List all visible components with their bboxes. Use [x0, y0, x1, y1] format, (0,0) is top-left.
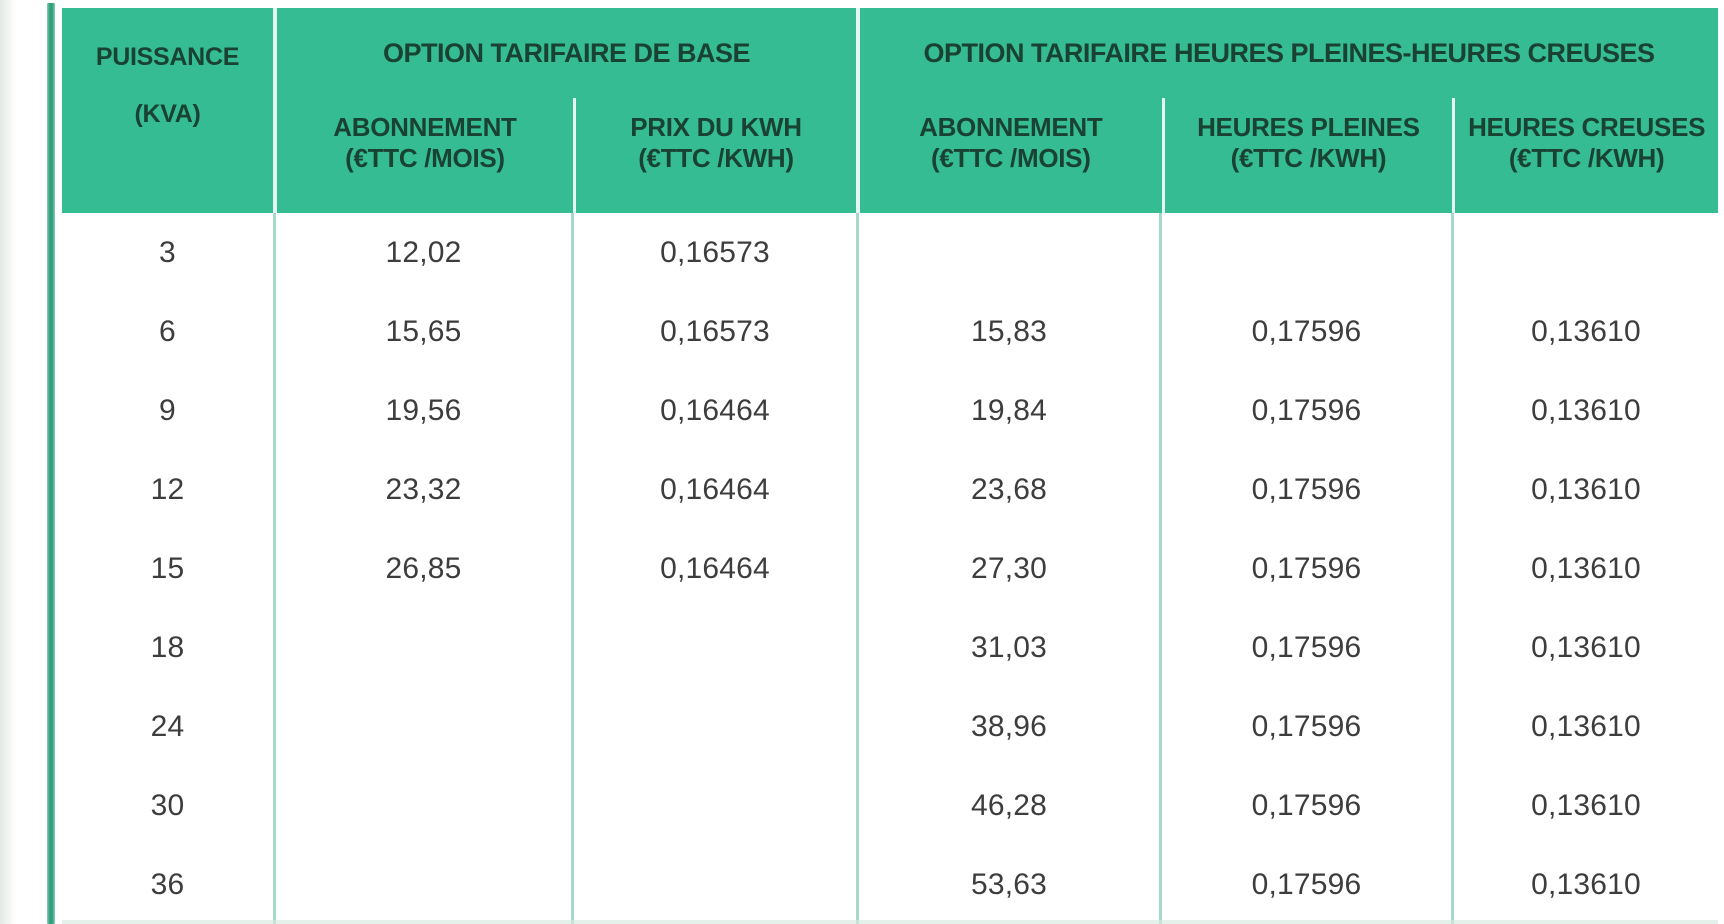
cell-heures-creuses: 0,13610: [1451, 608, 1718, 687]
subheader-heures-pleines: HEURES PLEINES (€TTC /KWH): [1161, 98, 1453, 213]
cell-heures-creuses: [1451, 213, 1718, 292]
cell-puissance: 3: [159, 235, 176, 269]
cell-hphc-abonnement: 19,84: [856, 371, 1159, 450]
subheader-line1: PRIX DU KWH: [630, 112, 802, 142]
cell-puissance: 36: [150, 867, 185, 901]
subheader-line1: ABONNEMENT: [919, 112, 1103, 142]
cell-heures-pleines: 0,17596: [1159, 371, 1451, 450]
cell-heures-pleines: 0,17596: [1159, 766, 1451, 845]
cell-base-abonnement: [273, 687, 571, 766]
cell-heures-pleines: 0,17596: [1159, 292, 1451, 371]
group-base-subheaders: ABONNEMENT (€TTC /MOIS) PRIX DU KWH (€TT…: [277, 98, 856, 213]
cell-base-abonnement: 26,85: [273, 529, 571, 608]
page-left-edge: [0, 0, 16, 924]
cell-base-prix-kwh: [571, 687, 856, 766]
cell-heures-creuses: 0,13610: [1451, 845, 1718, 924]
cell-hphc-abonnement: [856, 213, 1159, 292]
cell-heures-pleines: [1159, 213, 1451, 292]
cell-base-prix-kwh: 0,16464: [571, 450, 856, 529]
cell-puissance: 24: [150, 709, 185, 743]
group-base-title: OPTION TARIFAIRE DE BASE: [382, 37, 751, 68]
cell-puissance: 18: [150, 630, 185, 664]
cell-base-abonnement: 15,65: [273, 292, 571, 371]
table-bottom-cutoff: [62, 920, 1718, 924]
cell-hphc-abonnement: 31,03: [856, 608, 1159, 687]
cell-puissance: 12: [150, 472, 185, 506]
cell-base-prix-kwh: 0,16573: [571, 292, 856, 371]
subheader-heures-creuses: HEURES CREUSES (€TTC /KWH): [1452, 98, 1718, 213]
subheader-line1: HEURES PLEINES: [1197, 112, 1420, 142]
cell-base-abonnement: 19,56: [273, 371, 571, 450]
group-hphc-title: OPTION TARIFAIRE HEURES PLEINES-HEURES C…: [923, 37, 1655, 68]
cell-base-prix-kwh: 0,16573: [571, 213, 856, 292]
cell-hphc-abonnement: 23,68: [856, 450, 1159, 529]
header-group-hphc: OPTION TARIFAIRE HEURES PLEINES-HEURES C…: [856, 8, 1718, 213]
subheader-line1: ABONNEMENT: [333, 112, 517, 142]
subheader-line2: (€TTC /MOIS): [930, 143, 1091, 173]
header-puissance: PUISSANCE (KVA): [62, 8, 273, 213]
cell-base-prix-kwh: [571, 845, 856, 924]
cell-heures-creuses: 0,13610: [1451, 450, 1718, 529]
cell-puissance: 30: [150, 788, 185, 822]
cell-base-abonnement: [273, 766, 571, 845]
left-accent-bar: [47, 3, 55, 924]
cell-heures-creuses: 0,13610: [1451, 371, 1718, 450]
table-body: 3 12,02 0,16573 6 15,65 0,16573 15,83 0,17596 0,…: [62, 213, 1718, 924]
cell-base-prix-kwh: [571, 766, 856, 845]
cell-heures-creuses: 0,13610: [1451, 292, 1718, 371]
cell-puissance: 6: [159, 314, 176, 348]
cell-heures-pleines: 0,17596: [1159, 450, 1451, 529]
cell-heures-pleines: 0,17596: [1159, 687, 1451, 766]
cell-base-abonnement: 23,32: [273, 450, 571, 529]
cell-base-abonnement: [273, 608, 571, 687]
cell-hphc-abonnement: 15,83: [856, 292, 1159, 371]
cell-base-prix-kwh: 0,16464: [571, 529, 856, 608]
subheader-line2: (€TTC /MOIS): [345, 143, 505, 173]
electricity-tariff-table: PUISSANCE (KVA) OPTION TARIFAIRE DE BASE…: [62, 8, 1718, 924]
cell-hphc-abonnement: 27,30: [856, 529, 1159, 608]
cell-base-prix-kwh: [571, 608, 856, 687]
header-group-base: OPTION TARIFAIRE DE BASE ABONNEMENT (€TT…: [273, 8, 856, 213]
subheader-base-abonnement: ABONNEMENT (€TTC /MOIS): [277, 98, 573, 213]
subheader-line2: (€TTC /KWH): [1230, 143, 1387, 173]
cell-heures-creuses: 0,13610: [1451, 529, 1718, 608]
cell-heures-pleines: 0,17596: [1159, 845, 1451, 924]
subheader-base-prix-kwh: PRIX DU KWH (€TTC /KWH): [572, 98, 856, 213]
subheader-line2: (€TTC /KWH): [638, 143, 794, 173]
cell-hphc-abonnement: 53,63: [856, 845, 1159, 924]
header-puissance-line2: (KVA): [134, 100, 201, 128]
cell-puissance: 15: [150, 551, 185, 585]
cell-heures-pleines: 0,17596: [1159, 608, 1451, 687]
cell-hphc-abonnement: 46,28: [856, 766, 1159, 845]
subheader-hphc-abonnement: ABONNEMENT (€TTC /MOIS): [860, 98, 1162, 213]
header-puissance-line1: PUISSANCE: [95, 43, 240, 71]
subheader-line2: (€TTC /KWH): [1508, 143, 1665, 173]
table-header: PUISSANCE (KVA) OPTION TARIFAIRE DE BASE…: [62, 8, 1718, 213]
cell-heures-creuses: 0,13610: [1451, 687, 1718, 766]
cell-heures-pleines: 0,17596: [1159, 529, 1451, 608]
cell-base-abonnement: 12,02: [273, 213, 571, 292]
cell-base-prix-kwh: 0,16464: [571, 371, 856, 450]
cell-puissance: 9: [159, 393, 176, 427]
subheader-line1: HEURES CREUSES: [1468, 112, 1706, 142]
cell-heures-creuses: 0,13610: [1451, 766, 1718, 845]
group-hphc-subheaders: ABONNEMENT (€TTC /MOIS) HEURES PLEINES (…: [860, 98, 1718, 213]
cell-base-abonnement: [273, 845, 571, 924]
cell-hphc-abonnement: 38,96: [856, 687, 1159, 766]
